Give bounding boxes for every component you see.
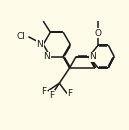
Text: F: F (49, 91, 54, 100)
Text: O: O (95, 29, 102, 38)
Text: F: F (67, 89, 72, 98)
Text: N: N (37, 40, 43, 49)
Text: N: N (44, 52, 50, 61)
Text: F: F (41, 87, 46, 96)
Text: Cl: Cl (17, 32, 26, 41)
Text: N: N (89, 52, 96, 61)
